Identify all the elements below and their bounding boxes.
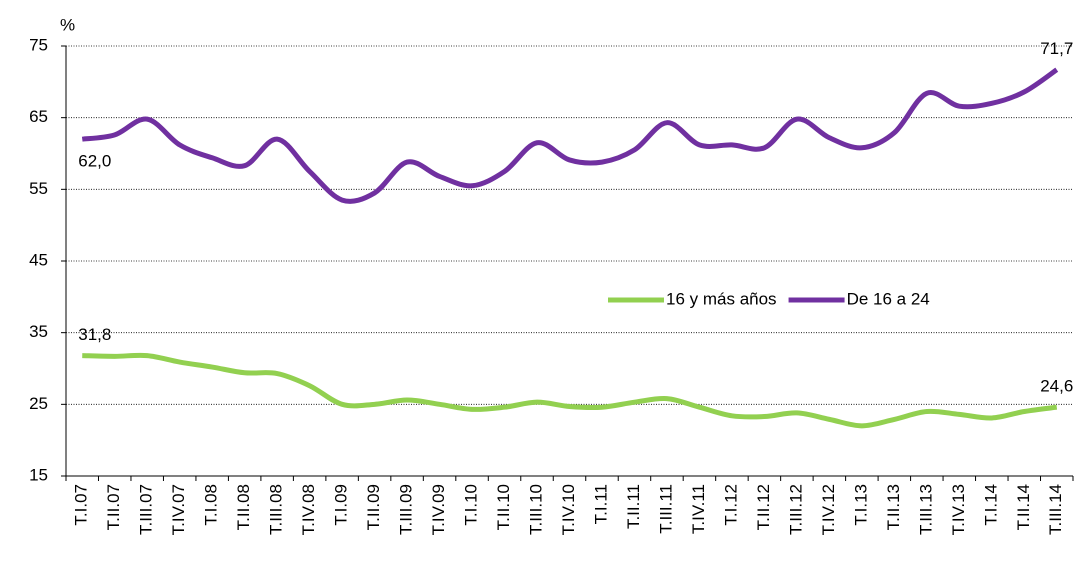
series-line <box>82 352 1058 429</box>
y-axis-label: % <box>60 15 75 34</box>
data-label: 62,0 <box>78 152 111 171</box>
y-tick-label: 55 <box>29 179 48 198</box>
x-tick-label: T.IV.11 <box>689 484 708 534</box>
x-tick-label: T.IV.09 <box>429 484 448 535</box>
x-tick-label: T.III.11 <box>656 484 675 534</box>
x-tick-label: T.II.14 <box>1014 484 1033 530</box>
x-tick-label: T.I.14 <box>981 484 1000 526</box>
y-tick-label: 45 <box>29 250 48 269</box>
y-tick-label: 25 <box>29 394 48 413</box>
x-tick-label: T.I.11 <box>591 484 610 524</box>
x-tick-label: T.I.08 <box>202 484 221 526</box>
x-tick-label: T.IV.13 <box>949 484 968 535</box>
x-tick-label: T.III.12 <box>786 484 805 535</box>
series-line <box>81 67 1059 204</box>
x-tick-label: T.I.07 <box>72 484 91 526</box>
x-tick-label: T.I.12 <box>721 484 740 526</box>
x-tick-label: T.I.09 <box>332 484 351 526</box>
data-label: 71,7 <box>1040 39 1073 58</box>
x-tick-label: T.I.10 <box>462 484 481 526</box>
x-tick-label: T.II.11 <box>624 484 643 529</box>
x-tick-label: T.III.09 <box>397 484 416 535</box>
x-tick-label: T.II.08 <box>234 484 253 530</box>
data-label: 31,8 <box>78 325 111 344</box>
x-tick-label: T.III.08 <box>267 484 286 535</box>
x-tick-label: T.I.13 <box>851 484 870 526</box>
legend-label: De 16 a 24 <box>847 289 930 308</box>
y-tick-label: 15 <box>29 465 48 484</box>
x-tick-label: T.IV.12 <box>819 484 838 535</box>
x-tick-label: T.III.14 <box>1046 484 1065 535</box>
x-tick-label: T.IV.10 <box>559 484 578 535</box>
x-tick-label: T.III.13 <box>916 484 935 535</box>
y-tick-label: 35 <box>29 322 48 341</box>
y-tick-label: 65 <box>29 107 48 126</box>
legend-label: 16 y más años <box>666 289 777 308</box>
x-tick-label: T.IV.08 <box>299 484 318 535</box>
x-tick-label: T.II.09 <box>364 484 383 530</box>
x-tick-label: T.III.10 <box>527 484 546 535</box>
data-label: 24,6 <box>1040 377 1073 396</box>
x-tick-label: T.II.07 <box>104 484 123 530</box>
x-tick-label: T.II.12 <box>754 484 773 530</box>
y-tick-label: 75 <box>29 35 48 54</box>
x-tick-label: T.II.10 <box>494 484 513 530</box>
x-tick-label: T.IV.07 <box>169 484 188 535</box>
x-tick-label: T.II.13 <box>884 484 903 530</box>
x-tick-label: T.III.07 <box>137 484 156 535</box>
